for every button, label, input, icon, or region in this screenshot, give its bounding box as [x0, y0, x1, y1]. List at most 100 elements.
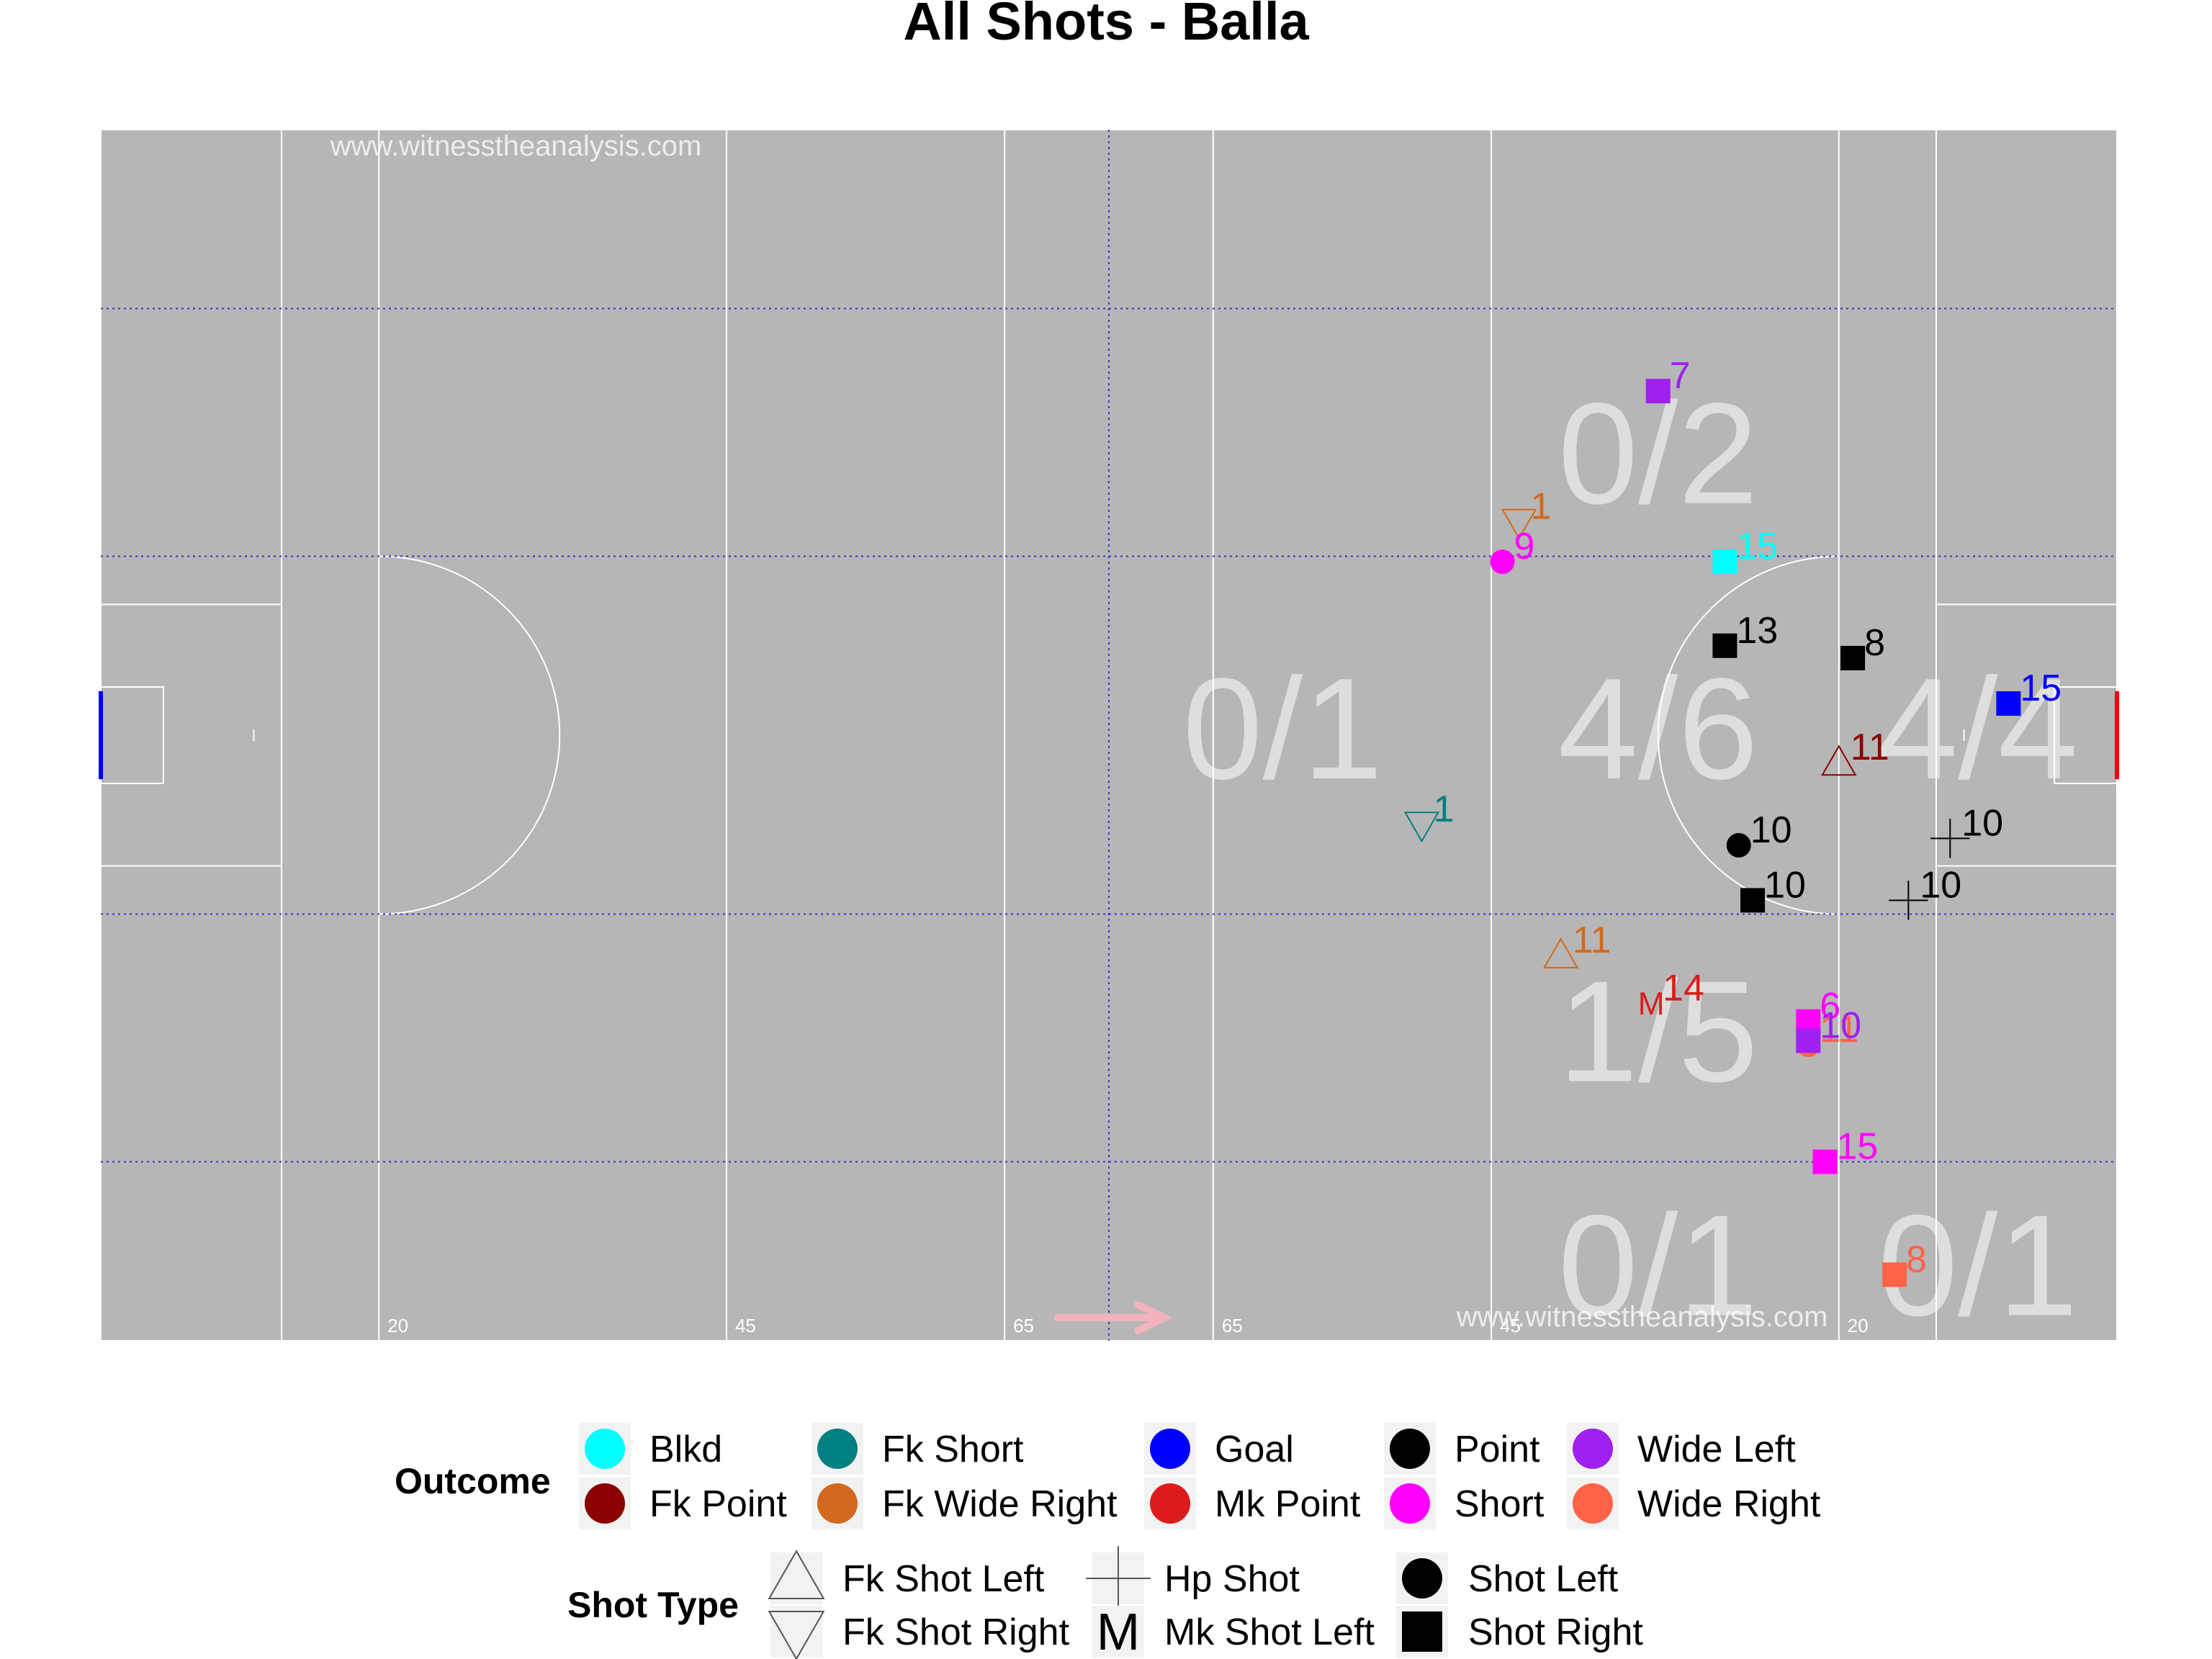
- shot-player-label: 15: [2020, 667, 2062, 709]
- distance-label: 20: [387, 1315, 408, 1336]
- zone-stat-label: 4/6: [1558, 649, 1758, 809]
- shot-point: 10: [1930, 802, 2003, 858]
- zone-stat-label: 1/5: [1558, 952, 1758, 1112]
- shot-point: 11: [1821, 727, 1889, 776]
- legend-swatch: [817, 1483, 858, 1524]
- zone-stat-label: 0/1: [1182, 649, 1382, 809]
- legend-outcome-label: Blkd: [649, 1429, 722, 1470]
- shot-marker: M: [1638, 986, 1665, 1022]
- legend-outcome-label: Wide Left: [1637, 1429, 1796, 1470]
- legend-outcome-item: Mk Point: [1144, 1478, 1361, 1529]
- legend-outcome-item: Wide Right: [1567, 1478, 1821, 1529]
- legend-outcome-item: Fk Wide Right: [811, 1478, 1118, 1529]
- legend: Outcome Blkd Fk Point Fk Short Fk Wide Right…: [395, 1423, 1821, 1659]
- shot-player-label: 10: [1764, 864, 1806, 906]
- legend-shot-type-label: Fk Shot Right: [842, 1611, 1070, 1653]
- legend-shot-type-label: Hp Shot: [1164, 1558, 1300, 1600]
- plus-icon: [1086, 1546, 1151, 1611]
- distance-label: 45: [735, 1315, 756, 1336]
- distance-label: 65: [1222, 1315, 1243, 1336]
- shot-player-label: 7: [1670, 355, 1691, 397]
- legend-shot-type-item: M Mk Shot Left: [1092, 1603, 1375, 1659]
- shot-marker: [1882, 1262, 1907, 1287]
- direction-arrow-head: [1134, 1301, 1173, 1334]
- shot-player-label: 10: [1961, 802, 2003, 844]
- legend-swatch: [585, 1429, 625, 1469]
- shot-marker: [1645, 379, 1671, 404]
- shot-player-label: 11: [1820, 1009, 1858, 1051]
- legend-swatch: [1150, 1483, 1190, 1524]
- shot-player-label: 11: [1851, 727, 1889, 768]
- legend-outcome-title: Outcome: [395, 1461, 551, 1501]
- shot-player-label: 13: [1736, 610, 1778, 652]
- legend-shot-type-item: Shot Left: [1396, 1552, 1619, 1604]
- shot-player-label: 1: [1531, 486, 1552, 528]
- shot-point: 10: [1726, 809, 1792, 858]
- legend-outcome-label: Point: [1455, 1429, 1540, 1470]
- shot-marker: [1796, 1028, 1821, 1053]
- shot-marker: [1996, 691, 2021, 716]
- shot-player-label: 14: [1663, 968, 1704, 1010]
- legend-swatch: [1573, 1429, 1613, 1469]
- legend-swatch: [817, 1429, 858, 1469]
- shot-point: 15: [1712, 526, 1778, 575]
- pitch: 20 45 65 65 45 20 www.witnesstheanalysis.com ww…: [99, 129, 2119, 1341]
- shot-marker: [1712, 549, 1737, 575]
- shot-point: 9: [1490, 526, 1534, 575]
- legend-outcome-label: Wide Right: [1637, 1483, 1821, 1525]
- shot-marker: [1840, 645, 1866, 670]
- zone-stat-label: 0/1: [1878, 1185, 2078, 1346]
- semicircle-arc: [379, 555, 561, 915]
- shot-marker: [1740, 888, 1766, 913]
- legend-outcome-item: Wide Left: [1567, 1423, 1796, 1475]
- legend-outcome-item: Blkd: [579, 1423, 722, 1475]
- shot-player-label: 6: [1820, 986, 1840, 1028]
- shot-point: 10: [1889, 864, 1961, 920]
- legend-key-bg: [1092, 1606, 1144, 1658]
- legend-shot-type-label: Shot Right: [1468, 1611, 1643, 1653]
- shot-marker: [1403, 811, 1440, 843]
- legend-outcome-label: Fk Wide Right: [882, 1483, 1118, 1525]
- shot-point: 1: [1403, 788, 1454, 843]
- legend-outcome-item: Goal: [1144, 1423, 1294, 1475]
- shot-marker: [1726, 832, 1751, 858]
- shot-point: M14: [1638, 968, 1704, 1022]
- legend-outcome-label: Mk Point: [1215, 1483, 1361, 1525]
- distance-label: 20: [1848, 1315, 1869, 1336]
- shot-player-label: 1: [1433, 788, 1454, 830]
- distance-label: 45: [1500, 1315, 1521, 1336]
- triangle-up-icon: [768, 1550, 825, 1599]
- legend-shot-type-item: Hp Shot: [1086, 1546, 1300, 1611]
- shot-point: 11: [1542, 920, 1611, 968]
- shot-point: 8: [1840, 622, 1885, 670]
- legend-swatch: [1573, 1483, 1613, 1524]
- shot-point: 13: [1712, 610, 1778, 658]
- legend-shot-type-label: Shot Left: [1468, 1558, 1619, 1600]
- legend-swatch: [585, 1483, 625, 1524]
- legend-outcome-item: Point: [1384, 1423, 1540, 1475]
- legend-outcome-item: Short: [1384, 1478, 1545, 1529]
- shot-point: 10: [1740, 864, 1806, 913]
- legend-shot-type-item: Shot Right: [1396, 1606, 1643, 1658]
- legend-outcome-label: Short: [1455, 1483, 1545, 1525]
- legend-outcome-label: Fk Point: [649, 1483, 787, 1525]
- legend-outcome-item: Fk Short: [811, 1423, 1024, 1475]
- legend-outcome-item: Fk Point: [579, 1478, 787, 1529]
- shot-player-label: 10: [1820, 1004, 1861, 1046]
- legend-outcome-label: Fk Short: [882, 1429, 1024, 1470]
- shot-marker: [1490, 549, 1515, 575]
- shot-point: 15: [1812, 1126, 1878, 1174]
- watermark: www.witnesstheanalysis.com: [330, 130, 702, 162]
- square-icon: [1402, 1611, 1442, 1652]
- legend-swatch: [1150, 1429, 1190, 1469]
- shot-marker: [1821, 745, 1857, 776]
- shot-point: 7: [1645, 355, 1691, 404]
- shot-player-label: 15: [1836, 1126, 1878, 1168]
- shot-point: 15: [1996, 667, 2062, 716]
- shot-marker: [1889, 881, 1928, 920]
- shot-player-label: 9: [1514, 526, 1534, 567]
- shot-marker: [1542, 937, 1579, 968]
- legend-swatch: [1390, 1429, 1430, 1469]
- shot-point: 1: [1501, 486, 1552, 540]
